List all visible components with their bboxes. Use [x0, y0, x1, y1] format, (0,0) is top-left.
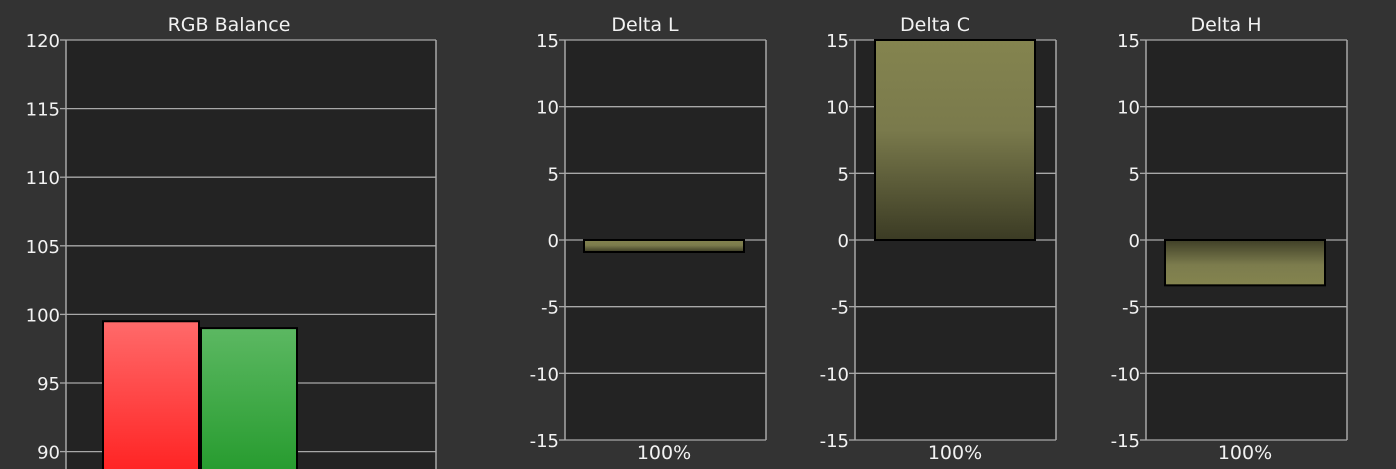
y-tick-label: 15 [536, 31, 559, 52]
y-tick-label: 10 [826, 98, 849, 119]
y-tick-labels: -15 -10 -5 0 5 10 15 [530, 31, 559, 452]
y-tick-labels: -15 -10 -5 0 5 10 15 [1111, 31, 1140, 452]
y-tick-label: -15 [530, 431, 559, 452]
y-tick-label: 110 [26, 168, 60, 189]
y-tick-label: -15 [820, 431, 849, 452]
y-tick-label: 0 [548, 231, 559, 252]
y-tick-label: -5 [541, 298, 559, 319]
y-tick-label: 5 [548, 164, 559, 185]
bar-green [200, 327, 298, 469]
y-tick-label: 5 [838, 164, 849, 185]
y-tick-label: 100 [26, 305, 60, 326]
y-tick-label: 120 [26, 31, 60, 52]
y-tick-label: -5 [1122, 298, 1140, 319]
y-tick-label: 15 [826, 31, 849, 52]
y-tick-label: 10 [1117, 98, 1140, 119]
bars [583, 239, 745, 253]
bar-100- [874, 39, 1036, 241]
bars [874, 39, 1036, 241]
chart-delta-h: -15 -10 -5 0 5 10 15 100% Delta H [1111, 14, 1348, 464]
chart-delta-c: -15 -10 -5 0 5 10 15 100% Delta C [820, 14, 1057, 464]
bars [1164, 239, 1326, 287]
y-tick-label: 15 [1117, 31, 1140, 52]
y-tick-labels: 90 95 100 105 110 115 120 [26, 31, 60, 464]
x-tick-label: 100% [928, 442, 982, 464]
y-tick-label: 105 [26, 237, 60, 258]
chart-title: Delta C [900, 14, 970, 36]
x-tick-label: 100% [1218, 442, 1272, 464]
y-tick-label: 90 [37, 443, 60, 464]
chart-rgb-balance: 90 95 100 105 110 115 120 RGB Balance [26, 14, 437, 469]
chart-delta-l: -15 -10 -5 0 5 10 15 100% Delta L [530, 14, 767, 464]
chart-title: Delta H [1190, 14, 1261, 36]
gridlines [1140, 39, 1348, 441]
y-tick-label: -10 [530, 364, 559, 385]
y-tick-label: 5 [1129, 164, 1140, 185]
bars [102, 320, 298, 469]
chart-title: Delta L [611, 14, 679, 36]
y-tick-label: -10 [820, 364, 849, 385]
x-tick-labels: 100% [1218, 442, 1272, 464]
bar-100- [583, 239, 745, 253]
y-tick-label: 95 [37, 374, 60, 395]
y-tick-label: 115 [26, 100, 60, 121]
x-tick-labels: 100% [637, 442, 691, 464]
bar-red [102, 320, 200, 469]
bar-100- [1164, 239, 1326, 287]
y-tick-label: -15 [1111, 431, 1140, 452]
y-tick-label: 10 [536, 98, 559, 119]
y-tick-label: -10 [1111, 364, 1140, 385]
y-tick-labels: -15 -10 -5 0 5 10 15 [820, 31, 849, 452]
x-tick-label: 100% [637, 442, 691, 464]
chart-title: RGB Balance [168, 14, 291, 36]
x-tick-labels: 100% [928, 442, 982, 464]
y-tick-label: 0 [838, 231, 849, 252]
y-tick-label: -5 [831, 298, 849, 319]
y-tick-label: 0 [1129, 231, 1140, 252]
